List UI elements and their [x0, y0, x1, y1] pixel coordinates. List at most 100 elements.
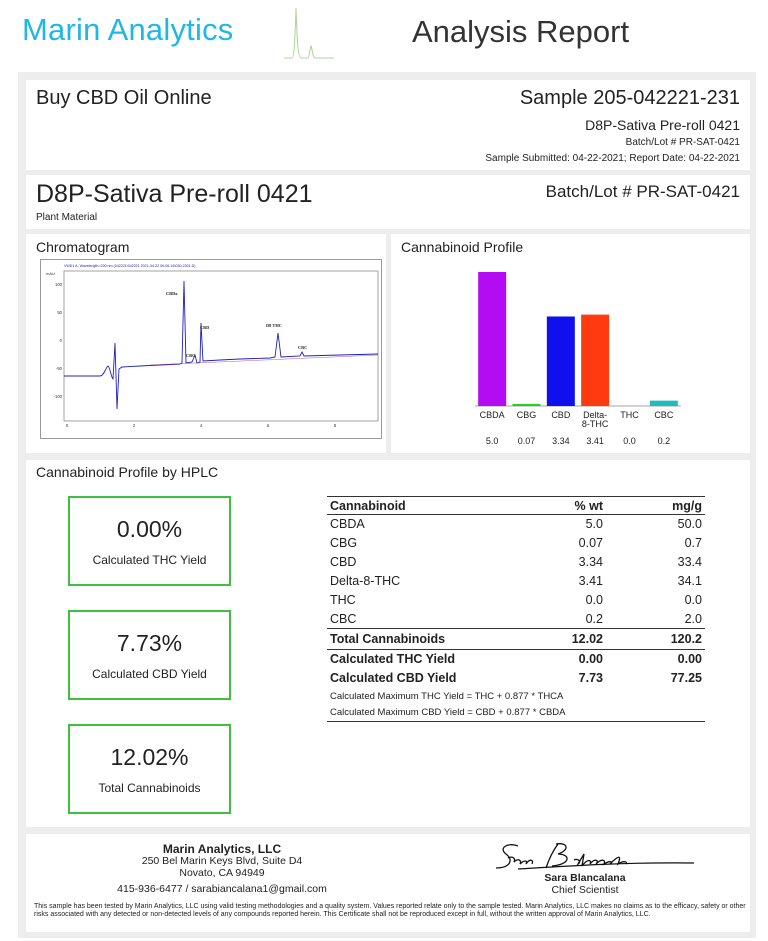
- header-percent-wt: % wt: [507, 496, 606, 515]
- cell-wt: 3.41: [578, 574, 603, 588]
- total-cannabinoids-box: 12.02% Total Cannabinoids: [68, 724, 231, 814]
- chromatogram-panel: Chromatogram VWD1 A, Wavelength=220 nm (…: [26, 234, 386, 453]
- cell-mg: 0.0: [684, 593, 702, 607]
- table-row: CBD 3.34 33.4: [327, 553, 705, 572]
- cell-mg: 50.0: [677, 517, 702, 532]
- lab-address-line1: 250 Bel Marin Keys Blvd, Suite D4: [141, 855, 303, 867]
- chrom-y-tick: 100: [55, 282, 63, 287]
- chrom-peak-label: CBC: [298, 345, 307, 350]
- thc-yield-label: Calculated THC Yield: [92, 553, 207, 567]
- info-batch-number: Batch/Lot # PR-SAT-0421: [625, 137, 740, 148]
- chart-value-label: 5.0: [486, 436, 499, 446]
- note-cbd-formula: Calculated Maximum CBD Yield = CBD + 0.8…: [327, 704, 705, 722]
- chromatogram-peak-logo-icon: [284, 7, 334, 59]
- cell-mg: 34.1: [677, 574, 702, 588]
- cell-name: THC: [330, 593, 356, 607]
- chart-value-label: 0.0: [623, 436, 636, 446]
- thc-yield-value: 0.00%: [116, 516, 183, 542]
- chrom-x-tick: 2: [133, 423, 136, 428]
- chart-category-label: THC: [620, 410, 639, 420]
- product-batch-number: Batch/Lot # PR-SAT-0421: [545, 182, 740, 201]
- thc-yield-row: Calculated THC Yield 0.00 0.00: [327, 650, 705, 669]
- info-product-name: D8P-Sativa Pre-roll 0421: [585, 117, 740, 133]
- chrom-x-tick: 8: [334, 423, 337, 428]
- chart-category-label: Delta-: [583, 410, 607, 420]
- note-row: Calculated Maximum THC Yield = THC + 0.8…: [327, 688, 705, 705]
- chrom-x-tick: 6: [267, 423, 270, 428]
- cell-mg: 2.0: [684, 611, 702, 626]
- chrom-peak-label: CBDa: [166, 291, 178, 296]
- chromatogram-unit: mAU: [46, 271, 55, 276]
- cell-mg: 0.7: [684, 536, 702, 550]
- cell-wt: 0.0: [585, 593, 603, 607]
- cell-name: CBG: [330, 536, 358, 550]
- chart-category-label: CBC: [654, 410, 674, 420]
- note-row: Calculated Maximum CBD Yield = CBD + 0.8…: [327, 704, 705, 722]
- cbd-yield-value: 7.73%: [116, 630, 183, 656]
- lab-address-line2: Novato, CA 94949: [179, 867, 265, 879]
- lab-name: Marin Analytics, LLC: [162, 842, 282, 856]
- chart-bar-cbc: [649, 400, 678, 406]
- brand-logo-text: Marin Analytics: [22, 12, 234, 47]
- report-header: Marin Analytics Analysis Report: [0, 0, 768, 62]
- chart-category-label: CBDA: [480, 410, 505, 420]
- cbd-yield-box: 7.73% Calculated CBD Yield: [68, 610, 231, 700]
- total-row: Total Cannabinoids 12.02 120.2: [327, 628, 705, 650]
- chart-category-label: 8-THC: [582, 419, 609, 429]
- cell-mg: 33.4: [677, 555, 702, 569]
- chart-category-label: CBG: [517, 410, 537, 420]
- chromatogram-title: Chromatogram: [36, 239, 130, 255]
- signer-title: Chief Scientist: [551, 884, 619, 896]
- chart-value-label: 0.2: [658, 436, 671, 446]
- thc-yield-mg: 0.00: [677, 652, 702, 667]
- signature-image: [495, 843, 695, 870]
- thc-yield-name: Calculated THC Yield: [330, 652, 456, 667]
- table-row: Delta-8-THC 3.41 34.1: [327, 572, 705, 591]
- total-cannabinoids-label: Total Cannabinoids: [98, 781, 201, 795]
- cell-wt: 3.34: [578, 555, 603, 569]
- cell-name: CBDA: [330, 517, 365, 532]
- report-title: Analysis Report: [412, 14, 630, 49]
- chrom-y-tick: 0: [60, 338, 63, 343]
- hplc-title: Cannabinoid Profile by HPLC: [36, 464, 219, 480]
- info-dates: Sample Submitted: 04-22-2021; Report Dat…: [485, 153, 740, 164]
- total-mg: 120.2: [606, 628, 705, 650]
- cbd-yield-name: Calculated CBD Yield: [330, 671, 457, 685]
- total-name: Total Cannabinoids: [327, 628, 507, 650]
- hplc-panel: Cannabinoid Profile by HPLC 0.00% Calcul…: [26, 460, 750, 827]
- cell-name: CBD: [330, 555, 357, 569]
- cell-wt: 0.2: [585, 611, 603, 626]
- cell-wt: 0.07: [578, 536, 603, 550]
- table-row: THC 0.0 0.0: [327, 591, 705, 610]
- results-table: Cannabinoid % wt mg/g CBDA 5.0 50.0 CBG …: [327, 496, 705, 722]
- cbd-yield-wt: 7.73: [578, 671, 603, 685]
- thc-yield-box: 0.00% Calculated THC Yield: [68, 496, 231, 586]
- chart-bar-delta-8-thc: [581, 314, 610, 406]
- cannabinoid-profile-chart-panel: Cannabinoid Profile CBDA 5.0 CBG 0.07 CBD 3.3…: [391, 234, 750, 453]
- chart-category-label: CBD: [551, 410, 571, 420]
- cell-wt: 5.0: [585, 517, 603, 532]
- product-panel: D8P-Sativa Pre-roll 0421 Plant Material …: [26, 175, 750, 229]
- chart-bar-cbd: [546, 316, 575, 406]
- sample-id: Sample 205-042221-231: [519, 87, 740, 109]
- chart-value-label: 0.07: [518, 436, 536, 446]
- header-cannabinoid: Cannabinoid: [327, 496, 507, 515]
- chrom-peak-label: CBD: [200, 325, 209, 330]
- note-thc-formula: Calculated Maximum THC Yield = THC + 0.8…: [330, 690, 564, 702]
- total-cannabinoids-value: 12.02%: [110, 744, 189, 770]
- chromatogram-image: VWD1 A, Wavelength=220 nm (042221\042221…: [40, 259, 382, 439]
- sample-info-panel: Buy CBD Oil Online Sample 205-042221-231…: [26, 80, 750, 170]
- header-mg-g: mg/g: [606, 496, 705, 515]
- table-row: CBDA 5.0 50.0: [327, 515, 705, 534]
- chart-value-label: 3.34: [552, 436, 570, 446]
- chromatogram-header-text: VWD1 A, Wavelength=220 nm (042221\042221…: [64, 264, 195, 268]
- chrom-peak-label: D8 THC: [266, 323, 282, 328]
- chart-title: Cannabinoid Profile: [401, 239, 524, 255]
- chart-value-label: 3.41: [586, 436, 604, 446]
- chart-bar-cbda: [478, 272, 507, 406]
- lab-contact: 415-936-6477 / sarabiancalana1@gmail.com: [117, 883, 327, 895]
- cbd-yield-label: Calculated CBD Yield: [92, 667, 207, 681]
- chromatogram-trace: [64, 280, 379, 410]
- client-name: Buy CBD Oil Online: [36, 87, 212, 109]
- total-wt: 12.02: [507, 628, 606, 650]
